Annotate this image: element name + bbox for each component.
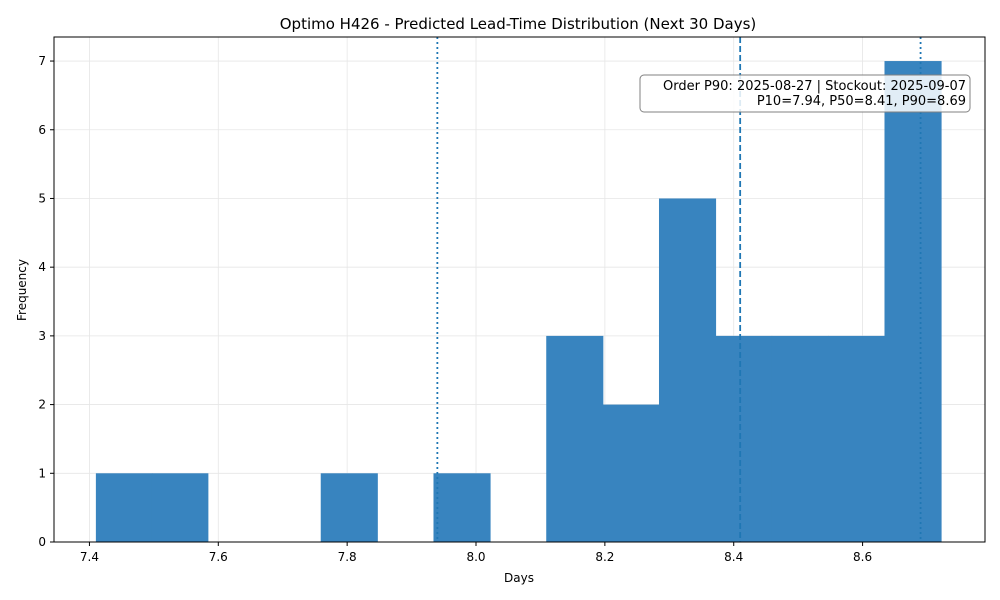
y-tick-label: 6 bbox=[38, 123, 46, 137]
histogram-bars bbox=[95, 61, 942, 543]
histogram-bar bbox=[320, 473, 378, 542]
y-tick-label: 4 bbox=[38, 260, 46, 274]
x-axis-ticks: 7.4 7.6 7.8 8.0 8.2 8.4 8.6 bbox=[80, 542, 872, 564]
y-tick-label: 3 bbox=[38, 329, 46, 343]
x-tick-label: 8.2 bbox=[595, 550, 614, 564]
histogram-bar bbox=[658, 198, 717, 542]
histogram-bar bbox=[828, 335, 885, 542]
x-tick-label: 7.8 bbox=[338, 550, 357, 564]
x-tick-label: 7.6 bbox=[209, 550, 228, 564]
y-tick-label: 5 bbox=[38, 191, 46, 205]
y-axis-ticks: 0 1 2 3 4 5 6 7 bbox=[38, 54, 54, 549]
histogram-bar bbox=[95, 473, 153, 542]
x-tick-label: 8.0 bbox=[466, 550, 485, 564]
x-tick-label: 7.4 bbox=[80, 550, 99, 564]
histogram-bar bbox=[433, 473, 491, 542]
histogram-bar bbox=[715, 335, 773, 542]
x-tick-label: 8.6 bbox=[853, 550, 872, 564]
y-tick-label: 0 bbox=[38, 535, 46, 549]
percentile-annotation: Order P90: 2025-08-27 | Stockout: 2025-0… bbox=[639, 74, 971, 113]
reference-lines bbox=[436, 37, 922, 542]
histogram-bar bbox=[546, 335, 604, 542]
histogram-bar bbox=[151, 473, 209, 542]
y-axis-label: Frequency bbox=[15, 259, 29, 321]
y-tick-label: 2 bbox=[38, 398, 46, 412]
x-tick-label: 8.4 bbox=[724, 550, 743, 564]
annotation-line-1: Order P90: 2025-08-27 | Stockout: 2025-0… bbox=[663, 79, 966, 94]
annotation-line-2: P10=7.94, P50=8.41, P90=8.69 bbox=[757, 94, 966, 109]
histogram-bar bbox=[884, 61, 942, 543]
histogram-bar bbox=[602, 404, 660, 542]
histogram-bar bbox=[771, 335, 829, 542]
annotation-box bbox=[639, 74, 971, 113]
chart-title: Optimo H426 - Predicted Lead-Time Distri… bbox=[280, 15, 757, 33]
plot-frame bbox=[53, 36, 986, 543]
x-axis-label: Days bbox=[504, 571, 534, 585]
y-tick-label: 1 bbox=[38, 466, 46, 480]
y-tick-label: 7 bbox=[38, 54, 46, 68]
